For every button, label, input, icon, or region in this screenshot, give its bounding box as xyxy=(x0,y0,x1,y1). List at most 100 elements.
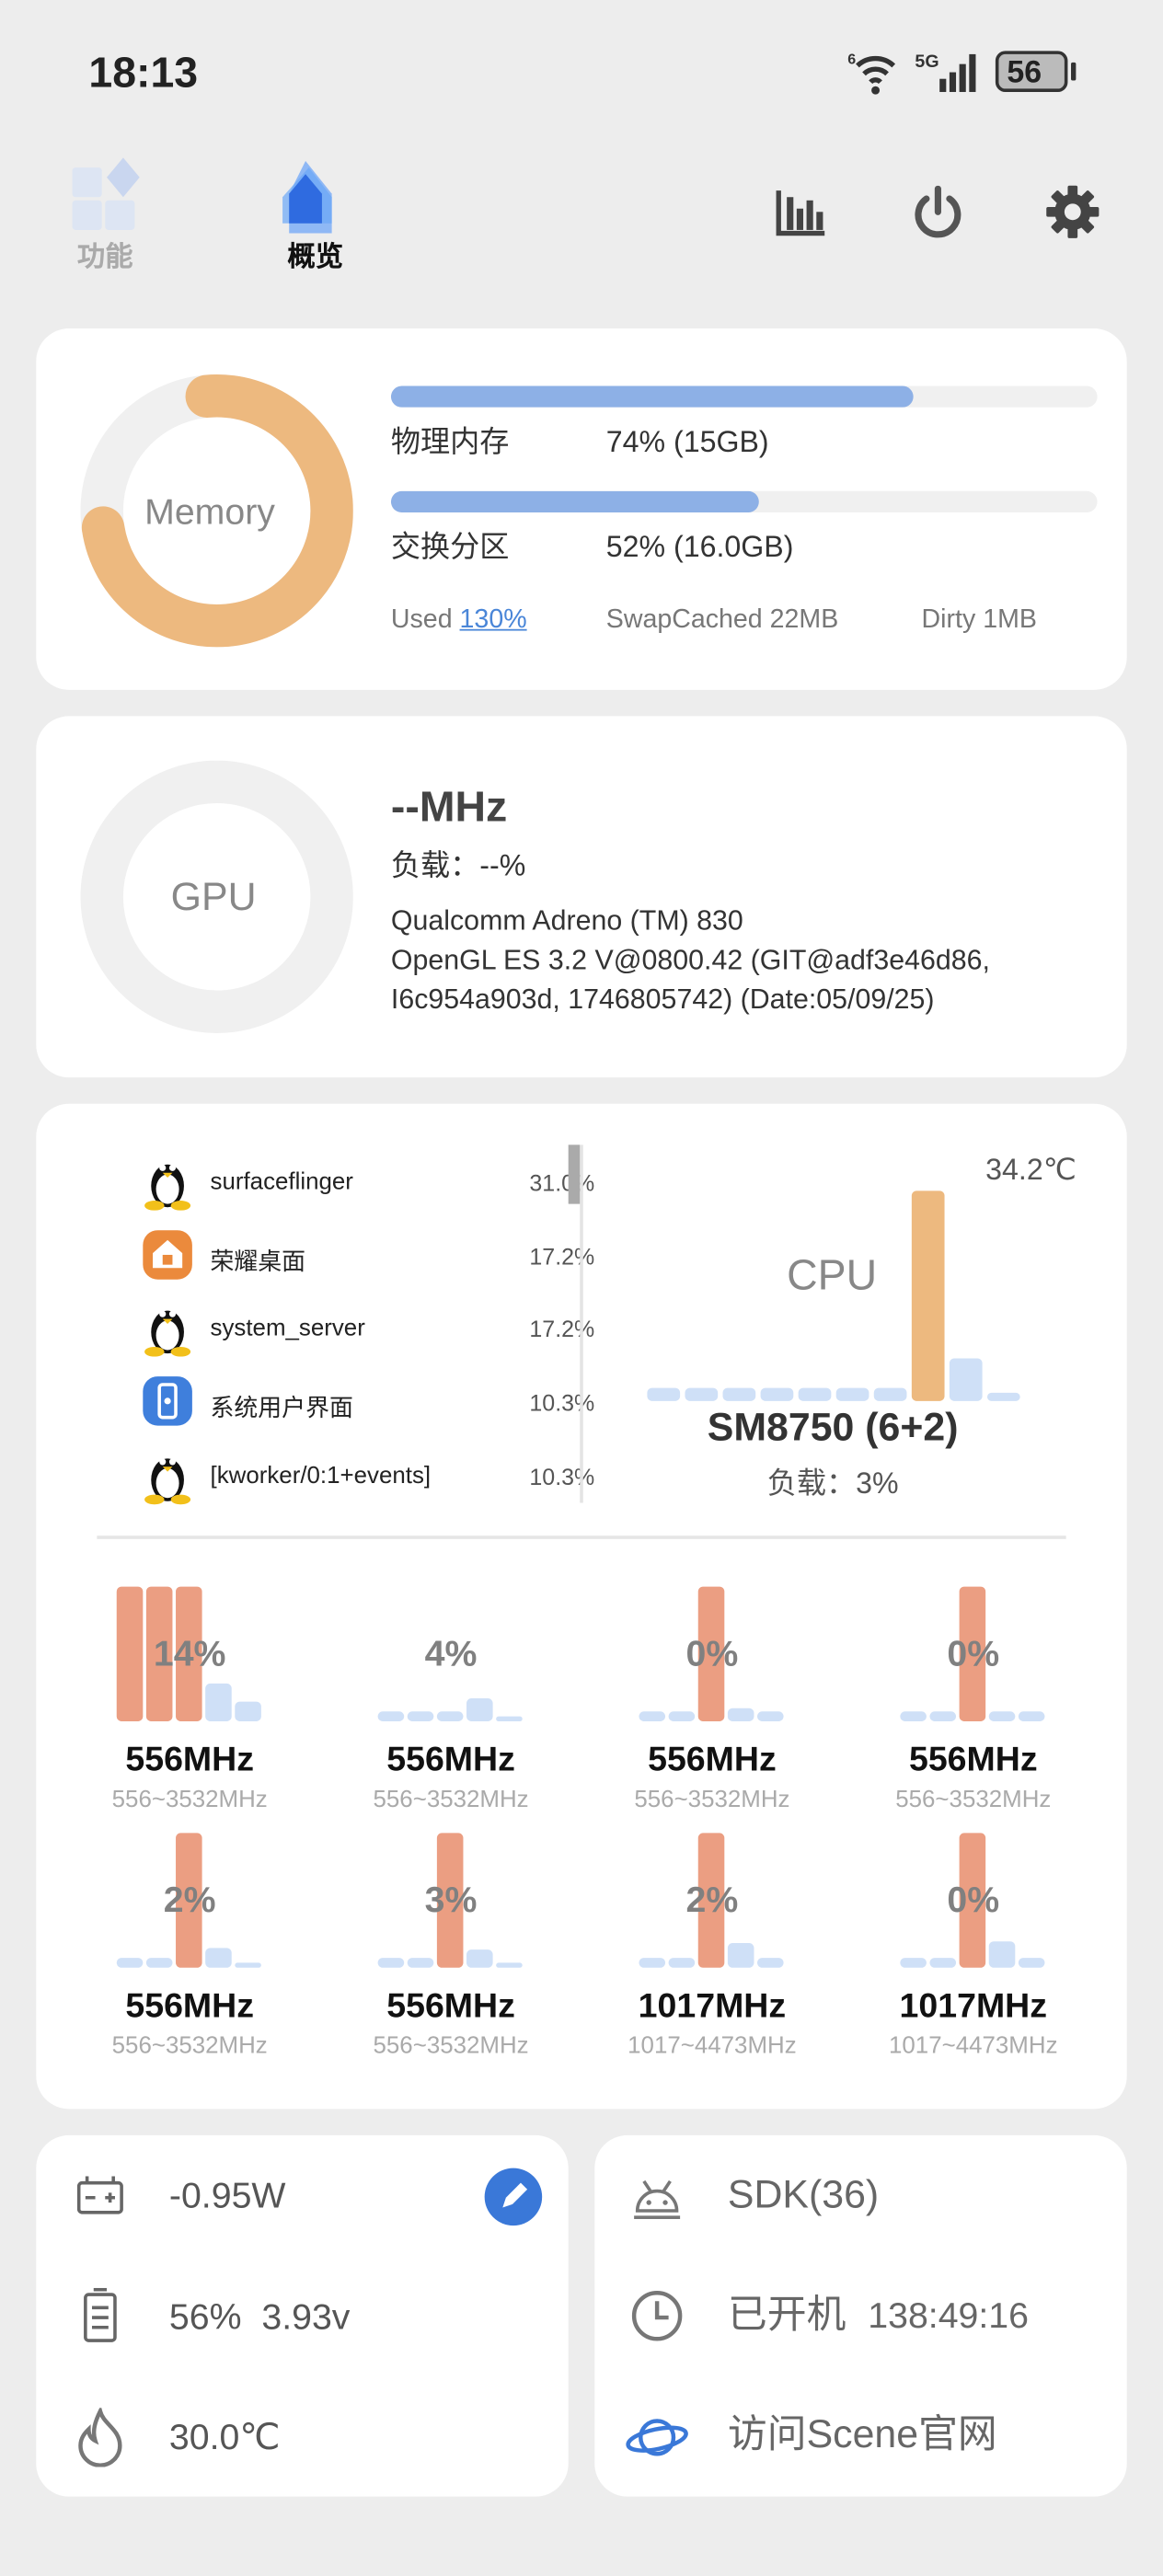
core-frequency-range: 556~3532MHz xyxy=(895,1787,1052,1813)
process-list-item[interactable]: 荣耀桌面 17.2% xyxy=(142,1225,594,1283)
core-frequency-range: 556~3532MHz xyxy=(373,2033,529,2060)
core-bar-chart xyxy=(900,1586,1048,1721)
battery-icon xyxy=(84,2287,117,2342)
gpu-driver: OpenGL ES 3.2 V@0800.42 (GIT@adf3e46d86, xyxy=(390,944,990,976)
cpu-core-6: 2% 1017MHz 1017~4473MHz xyxy=(582,1830,843,2076)
home-icon xyxy=(282,160,332,234)
pencil-icon xyxy=(502,2182,528,2208)
uptime: 已开机 138:49:16 xyxy=(728,2294,1029,2336)
edit-button[interactable] xyxy=(484,2168,543,2226)
cpu-core-2: 0% 556MHz 556~3532MHz xyxy=(582,1583,843,1830)
dirty-stat: Dirty 1MB xyxy=(922,607,1037,635)
core-bar xyxy=(377,1958,405,1968)
core-bar xyxy=(145,1958,173,1968)
gpu-card[interactable]: GPU --MHz 负载：--% Qualcomm Adreno (TM) 83… xyxy=(36,716,1127,1078)
power-card[interactable]: -0.95W 56% 3.93v 30.0℃ xyxy=(36,2134,569,2497)
power-draw: -0.95W xyxy=(168,2174,286,2216)
cpu-history-bar xyxy=(911,1190,945,1401)
process-name: 系统用户界面 xyxy=(210,1396,353,1423)
wifi-6-label: 6 xyxy=(847,52,856,68)
battery-tip xyxy=(1071,62,1077,81)
used-value-link[interactable]: 130% xyxy=(459,605,527,635)
battery-percent: 56% xyxy=(168,2295,242,2338)
core-bar xyxy=(235,1701,261,1721)
swap-label: 交换分区 xyxy=(390,530,510,564)
core-bar xyxy=(436,1833,464,1968)
core-bar xyxy=(959,1586,986,1721)
core-frequency: 556MHz xyxy=(648,1741,777,1779)
core-load: 0% xyxy=(947,1632,1000,1674)
process-list-scrollbar[interactable] xyxy=(568,1144,581,1204)
core-bar-chart xyxy=(377,1587,526,1721)
cpu-core-0: 14% 556MHz 556~3532MHz xyxy=(59,1583,320,1830)
process-list-item[interactable]: 系统用户界面 10.3% xyxy=(142,1372,594,1431)
battery-status: 56% 3.93v xyxy=(169,2299,351,2335)
core-bar xyxy=(929,1958,957,1968)
cpu-load-history-chart xyxy=(647,1186,1025,1401)
core-frequency: 556MHz xyxy=(386,1741,515,1779)
ram-value: 74% (15GB) xyxy=(605,425,769,459)
core-frequency-range: 556~3532MHz xyxy=(373,1787,529,1813)
core-bar xyxy=(176,1833,202,1968)
network-type: 5G xyxy=(915,52,938,72)
core-bar xyxy=(377,1711,405,1721)
gpu-model: Qualcomm Adreno (TM) 830 xyxy=(390,904,743,937)
cpu-core-7: 0% 1017MHz 1017~4473MHz xyxy=(843,1830,1104,2076)
battery-level: 56 xyxy=(1007,55,1042,91)
process-list-item[interactable]: surfaceflinger 31.0% xyxy=(142,1151,595,1211)
cellular-signal-icon: 5G xyxy=(915,52,976,92)
process-name: 荣耀桌面 xyxy=(210,1249,306,1276)
core-bar-chart xyxy=(639,1586,787,1721)
gpu-label: GPU xyxy=(170,875,257,920)
swapcached-label: SwapCached xyxy=(605,605,763,635)
cpu-history-bar xyxy=(949,1359,983,1401)
tab-label: 概览 xyxy=(287,241,344,273)
chart-icon[interactable] xyxy=(776,188,828,237)
core-load: 0% xyxy=(947,1879,1000,1921)
core-frequency: 1017MHz xyxy=(899,1987,1048,2026)
system-card[interactable]: SDK(36) 已开机 138:49:16 访问Scene官网 xyxy=(594,2134,1127,2497)
battery-charge-icon xyxy=(76,2176,123,2214)
process-cpu-percent: 31.0% xyxy=(529,1169,595,1196)
core-bar xyxy=(407,1711,434,1721)
gpu-frequency: --MHz xyxy=(390,781,508,832)
cpu-history-bar xyxy=(760,1388,794,1401)
core-bar xyxy=(639,1958,666,1968)
battery-voltage: 3.93v xyxy=(261,2295,351,2338)
uptime-value: 138:49:16 xyxy=(868,2294,1029,2336)
battery-indicator: 56 xyxy=(995,51,1068,92)
cpu-history-bar xyxy=(986,1392,1020,1401)
used-stat: Used 130% xyxy=(391,605,527,635)
tab-overview[interactable]: 概览 xyxy=(270,157,368,279)
process-list-item[interactable]: [kworker/0:1+events] 10.3% xyxy=(142,1445,594,1504)
memory-card[interactable]: Memory 物理内存 74% (15GB) 交换分区 52% (16.0GB)… xyxy=(36,328,1127,690)
process-name: [kworker/0:1+events] xyxy=(210,1463,432,1489)
wifi-icon: 6 xyxy=(847,52,896,95)
gear-icon[interactable] xyxy=(1044,184,1100,240)
core-bar xyxy=(116,1958,144,1968)
core-bar xyxy=(235,1962,261,1968)
android-icon xyxy=(634,2179,681,2219)
core-bar xyxy=(436,1711,464,1721)
cpu-label: CPU xyxy=(787,1249,878,1300)
cpu-history-bar xyxy=(835,1388,869,1401)
cpu-core-5: 3% 556MHz 556~3532MHz xyxy=(320,1830,582,2076)
home-launcher-icon xyxy=(142,1225,194,1283)
battery-temperature: 30.0℃ xyxy=(168,2416,281,2457)
linux-penguin-icon xyxy=(142,1151,194,1211)
system-ui-icon xyxy=(142,1372,194,1431)
core-frequency: 1017MHz xyxy=(638,1987,787,2026)
core-load: 14% xyxy=(153,1632,226,1674)
power-icon[interactable] xyxy=(912,185,964,242)
process-list-item[interactable]: system_server 17.2% xyxy=(142,1298,594,1358)
core-frequency: 556MHz xyxy=(908,1741,1038,1779)
cpu-card[interactable]: surfaceflinger 31.0% 荣耀桌面 17.2% system_serve… xyxy=(36,1103,1127,2110)
core-bar-chart xyxy=(900,1833,1048,1968)
cpu-core-4: 2% 556MHz 556~3532MHz xyxy=(59,1830,320,2076)
core-bar xyxy=(697,1586,725,1721)
visit-website-link[interactable]: 访问Scene官网 xyxy=(727,2412,997,2457)
cpu-core-1: 4% 556MHz 556~3532MHz xyxy=(320,1583,582,1830)
core-bar xyxy=(727,1943,754,1968)
tab-features[interactable]: 功能 xyxy=(63,157,151,279)
core-frequency: 556MHz xyxy=(125,1987,254,2026)
